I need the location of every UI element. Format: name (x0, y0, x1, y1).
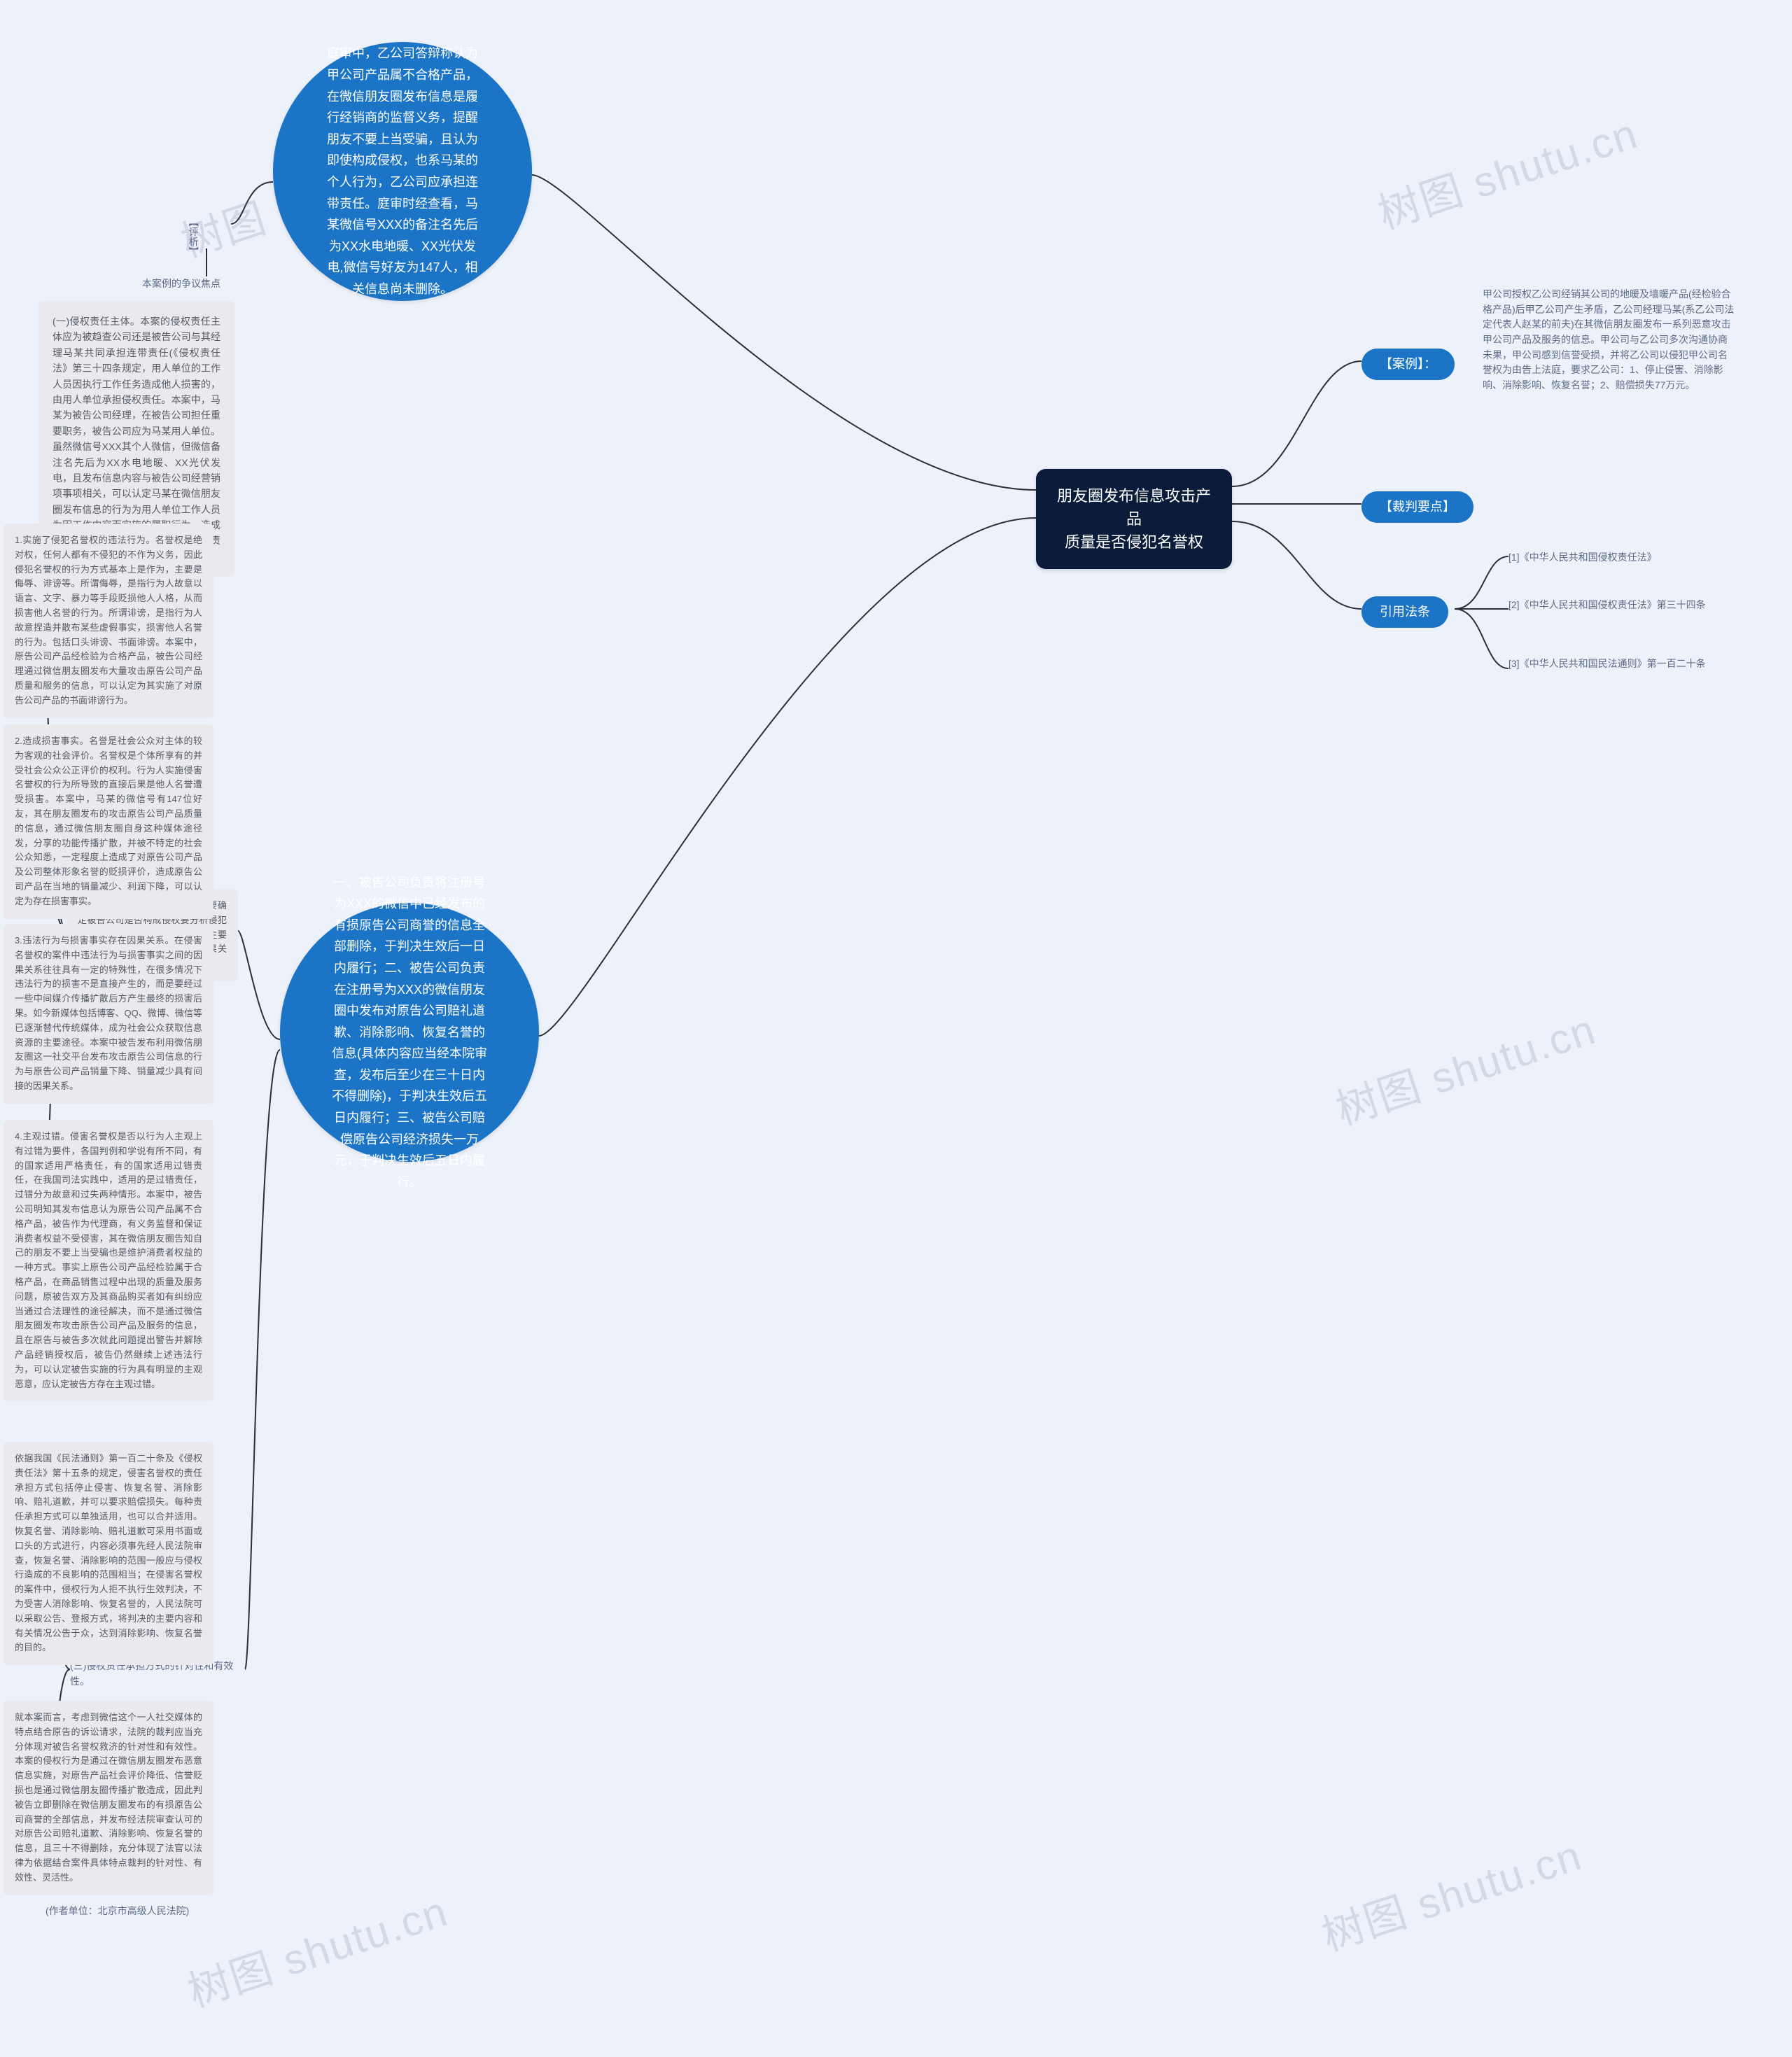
law-item-3: [3]《中华人民共和国民法通则》第一百二十条 (1508, 657, 1740, 672)
branch-case-label: 【案例】： (1362, 349, 1455, 380)
bottom-bubble-text: 一、被告公司负责将注册号为XXX的微信中已经发布的有损原告公司商誉的信息全部删除… (329, 872, 490, 1193)
watermark: 树图 shutu.cn (1313, 1822, 1589, 1963)
bottom-bubble: 一、被告公司负责将注册号为XXX的微信中已经发布的有损原告公司商誉的信息全部删除… (280, 903, 539, 1162)
sec3-p2: 就本案而言，考虑到微信这个一人社交媒体的特点结合原告的诉讼请求，法院的裁判应当充… (4, 1701, 214, 1895)
center-line1: 朋友圈发布信息攻击产品 (1057, 487, 1211, 528)
analysis-label: 【评析】 (186, 217, 201, 256)
top-bubble-text: 庭审中，乙公司答辩称认为甲公司产品属不合格产品，在微信朋友圈发布信息是履行经销商… (322, 43, 483, 300)
watermark: 树图 shutu.cn (1327, 996, 1603, 1137)
watermark: 树图 shutu.cn (1369, 100, 1645, 241)
analysis-focus: 本案例的争议焦点 (130, 276, 220, 292)
center-line2: 质量是否侵犯名誉权 (1065, 533, 1203, 551)
author-line: (作者单位：北京市高级人民法院) (46, 1904, 220, 1919)
watermark: 树图 shutu.cn (179, 1878, 455, 2019)
sec2-p2-visible: 2.造成损害事实。名誉是社会公众对主体的较为客观的社会评价。名誉权是个体所享有的… (4, 724, 214, 919)
top-bubble: 庭审中，乙公司答辩称认为甲公司产品属不合格产品，在微信朋友圈发布信息是履行经销商… (273, 42, 532, 301)
branch-case-text: 甲公司授权乙公司经销其公司的地暖及墙暖产品(经检验合格产品)后甲乙公司产生矛盾，… (1483, 287, 1735, 393)
law-item-1: [1]《中华人民共和国侵权责任法》 (1508, 550, 1740, 566)
canvas: 树图 shutu.cn 树图 shutu.cn 树图 shutu.cn 树图 s… (0, 0, 1792, 2057)
branch-law-label: 引用法条 (1362, 596, 1448, 628)
sec2-p3-visible: 3.违法行为与损害事实存在因果关系。在侵害名誉权的案件中违法行为与损害事实之间的… (4, 924, 214, 1104)
sec3-p1: 依据我国《民法通则》第一百二十条及《侵权责任法》第十五条的规定，侵害名誉权的责任… (4, 1442, 214, 1665)
sec2-p1-visible: 1.实施了侵犯名誉权的违法行为。名誉权是绝对权，任何人都有不侵犯的不作为义务，因… (4, 524, 214, 718)
branch-keypoints-label: 【裁判要点】 (1362, 491, 1474, 523)
law-item-2: [2]《中华人民共和国侵权责任法》第三十四条 (1508, 598, 1740, 613)
center-title: 朋友圈发布信息攻击产品 质量是否侵犯名誉权 (1036, 469, 1232, 569)
sec2-p4-visible: 4.主观过错。侵害名誉权是否以行为人主观上有过错为要件，各国判例和学说有所不同，… (4, 1120, 214, 1401)
